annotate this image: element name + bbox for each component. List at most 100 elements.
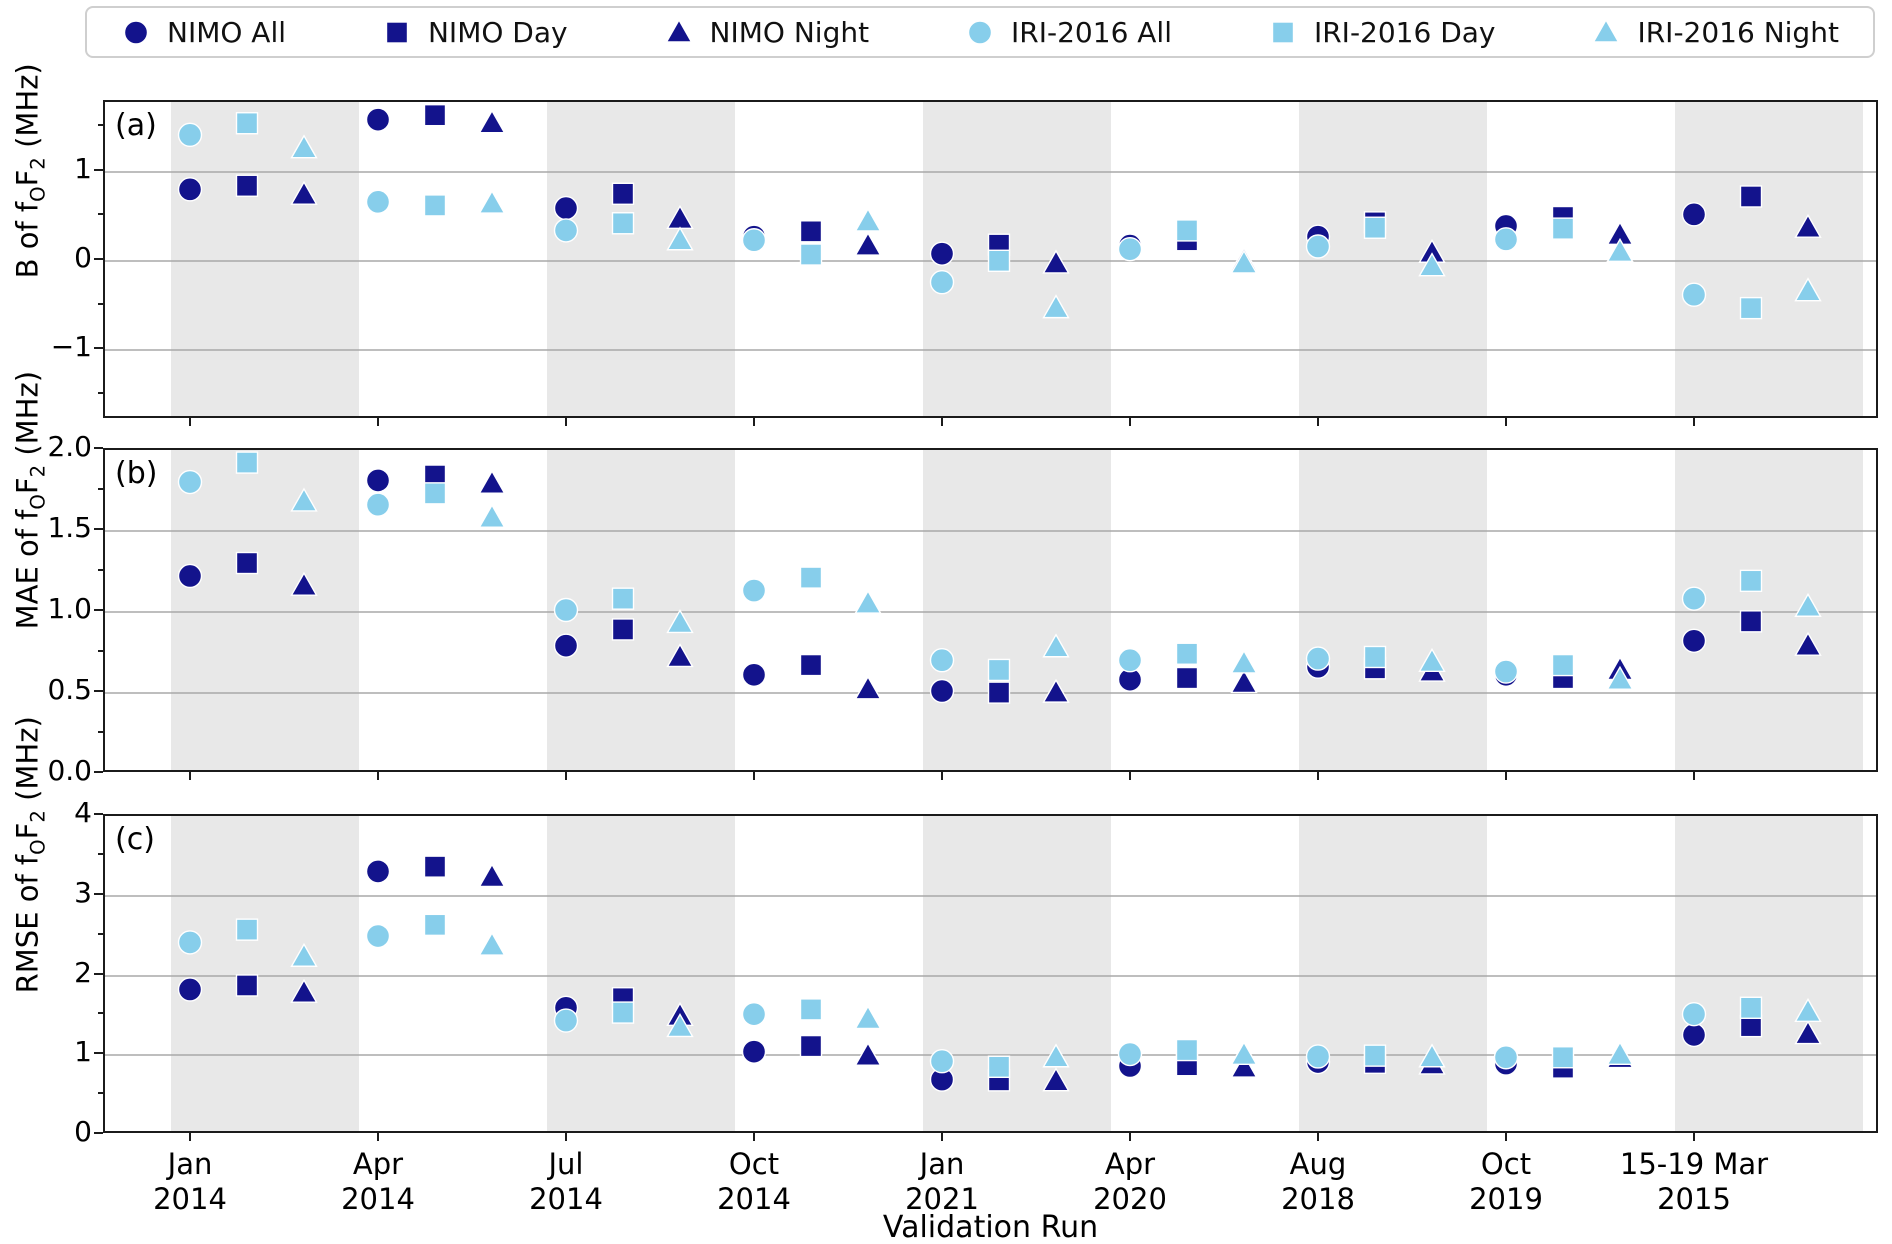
x-tick xyxy=(1693,772,1695,780)
square-marker-icon xyxy=(385,21,409,44)
y-tick xyxy=(94,892,103,895)
y-tick xyxy=(94,690,103,692)
y-minor-tick xyxy=(98,1092,103,1095)
x-tick-label-line2: 2015 xyxy=(1657,1181,1731,1216)
triangle-marker-icon xyxy=(1592,18,1621,43)
x-tick xyxy=(753,1133,755,1141)
square-marker-icon xyxy=(1271,21,1295,44)
y-minor-tick xyxy=(98,649,103,652)
x-tick-label-line1: Aug xyxy=(1289,1147,1347,1181)
x-tick-label-line1: Oct xyxy=(1480,1147,1532,1181)
x-tick xyxy=(1317,418,1319,426)
y-tick xyxy=(94,771,103,773)
y-minor-tick xyxy=(98,730,103,733)
triangle-marker-icon xyxy=(664,18,693,43)
panel-a: (a) xyxy=(103,100,1878,418)
legend-label: IRI-2016 All xyxy=(1011,15,1172,49)
panel-letter: (c) xyxy=(115,822,155,857)
x-tick-label-line2: 2014 xyxy=(153,1181,227,1216)
circle-marker-icon xyxy=(123,20,149,45)
shaded-band xyxy=(171,102,359,416)
shaded-band xyxy=(547,102,735,416)
panel-letter: (a) xyxy=(115,108,157,143)
legend-label: NIMO Night xyxy=(709,15,870,49)
triangle-marker-icon xyxy=(1592,18,1621,43)
shaded-band xyxy=(923,102,1111,416)
shaded-band xyxy=(1675,102,1863,416)
x-tick xyxy=(1317,1133,1319,1141)
x-tick-label-line1: Oct xyxy=(728,1147,780,1181)
x-tick xyxy=(1129,772,1131,780)
legend-item-iri-2016-all: IRI-2016 All xyxy=(965,16,1172,49)
shaded-band xyxy=(171,450,359,770)
x-category-label: Oct 2014 xyxy=(717,1147,791,1217)
legend-item-nimo-all: NIMO All xyxy=(121,16,286,49)
legend-item-nimo-night: NIMO Night xyxy=(664,15,870,49)
x-tick xyxy=(1129,418,1131,426)
y-minor-tick xyxy=(98,302,103,305)
y-axis-title: RMSE of fOF2 (MHz) xyxy=(10,715,50,993)
x-tick xyxy=(1317,772,1319,780)
x-category-label: Apr 2014 xyxy=(341,1147,415,1217)
y-minor-tick xyxy=(98,124,103,126)
circle-marker-icon xyxy=(967,20,993,45)
y-tick-label: 1 xyxy=(74,1035,92,1069)
legend-label: IRI-2016 Day xyxy=(1313,15,1496,49)
y-minor-tick xyxy=(98,391,103,394)
circle-marker-icon xyxy=(123,20,149,45)
y-tick xyxy=(94,447,103,449)
x-tick xyxy=(941,418,943,426)
y-tick xyxy=(94,347,103,350)
y-tick-label: 2 xyxy=(74,955,92,989)
gridline xyxy=(105,692,1876,694)
x-tick-label-line1: Apr xyxy=(352,1147,404,1181)
x-axis-title: Validation Run xyxy=(882,1210,1099,1244)
legend-item-iri-2016-night: IRI-2016 Night xyxy=(1591,15,1839,49)
x-tick xyxy=(565,1133,567,1141)
y-tick-label: 0.5 xyxy=(47,673,92,706)
y-tick-label: 4 xyxy=(74,796,92,829)
y-tick xyxy=(94,972,103,975)
y-tick-label: 1.0 xyxy=(47,592,92,625)
y-tick-label: 0.0 xyxy=(47,754,92,787)
x-tick xyxy=(1505,418,1507,426)
legend-label: NIMO All xyxy=(167,15,287,49)
legend-item-iri-2016-day: IRI-2016 Day xyxy=(1268,16,1496,49)
y-minor-tick xyxy=(98,1012,103,1015)
square-marker-icon xyxy=(1271,21,1295,44)
x-tick xyxy=(189,772,191,780)
x-tick xyxy=(565,772,567,780)
gridline xyxy=(105,1054,1876,1057)
y-tick xyxy=(94,258,103,260)
x-tick xyxy=(1693,418,1695,426)
shaded-band xyxy=(547,816,735,1131)
shaded-band xyxy=(1299,450,1487,770)
x-category-label: Oct 2019 xyxy=(1469,1147,1543,1217)
x-tick-label-line2: 2019 xyxy=(1469,1181,1543,1216)
y-tick-label: 1.5 xyxy=(47,511,92,544)
panel-c: (c) xyxy=(103,814,1878,1133)
x-tick-label-line2: 2014 xyxy=(529,1181,603,1216)
x-tick-label-line1: Apr xyxy=(1104,1147,1156,1181)
y-tick-label: 0 xyxy=(74,1115,92,1148)
x-tick xyxy=(941,1133,943,1141)
shaded-band xyxy=(923,450,1111,770)
y-tick-label: −1 xyxy=(50,330,92,364)
y-tick-label: 1 xyxy=(74,151,92,185)
x-tick xyxy=(753,418,755,426)
legend-label: IRI-2016 Night xyxy=(1637,15,1839,49)
y-axis-title: B of fOF2 (MHz) xyxy=(10,63,50,279)
y-minor-tick xyxy=(98,852,103,855)
x-category-label: Jan 2014 xyxy=(153,1147,227,1217)
x-tick xyxy=(189,1133,191,1141)
x-category-label: Jul 2014 xyxy=(529,1147,603,1217)
shaded-band xyxy=(547,450,735,770)
x-category-label: Apr 2020 xyxy=(1093,1147,1167,1217)
y-tick xyxy=(94,1132,103,1134)
x-tick xyxy=(1693,1133,1695,1141)
y-minor-tick xyxy=(98,568,103,571)
x-category-label: Jan 2021 xyxy=(905,1147,979,1217)
y-tick-label: 3 xyxy=(74,875,92,909)
x-tick xyxy=(753,772,755,780)
x-tick xyxy=(377,772,379,780)
